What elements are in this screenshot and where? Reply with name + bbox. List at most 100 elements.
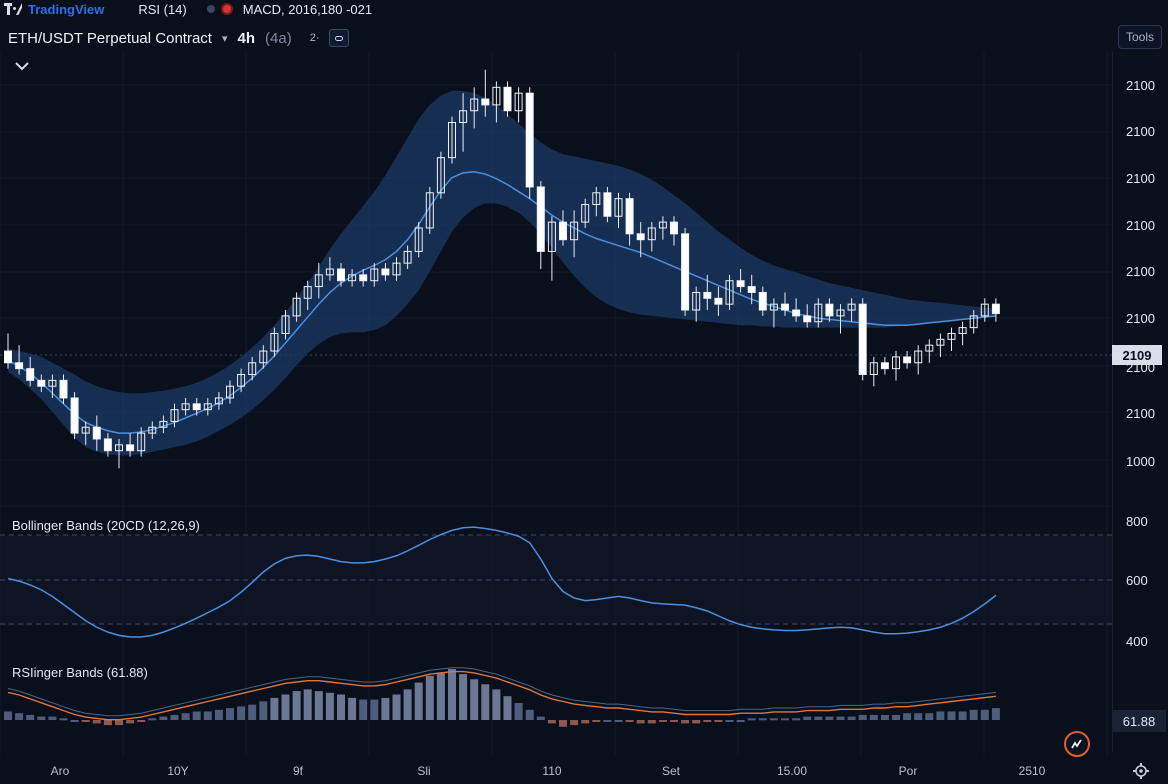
rsi-histogram-bar [26, 714, 35, 720]
candle-body [692, 291, 701, 311]
rsi-histogram-bar [969, 709, 978, 720]
rsi-histogram-bar [836, 716, 845, 720]
time-axis-label: 2510 [1018, 764, 1046, 778]
rsi-histogram-bar [792, 718, 801, 721]
candle-body [658, 221, 667, 229]
compare-button[interactable]: 2· [309, 32, 320, 44]
indicator-visibility-icon[interactable] [206, 5, 215, 13]
rsi-histogram-bar [570, 720, 579, 726]
candle-body [536, 186, 545, 252]
symbol-name[interactable]: ETH/USDT Perpetual Contract [8, 29, 212, 47]
candle-body [958, 327, 967, 334]
price-chart[interactable] [0, 0, 1112, 760]
rsi-histogram-bar [936, 711, 945, 720]
candle-body [969, 315, 978, 329]
rsi-histogram-bar [681, 720, 690, 724]
bollinger-band-fill [8, 90, 996, 456]
time-axis-label: 9f [292, 764, 304, 778]
candle-body [769, 303, 778, 311]
candle-body [359, 274, 368, 282]
rsi-histogram-bar [170, 714, 179, 720]
rsi-histogram-bar [858, 714, 867, 720]
settings-gear-icon[interactable] [1132, 762, 1150, 780]
quick-action-button[interactable] [1064, 731, 1090, 757]
rsi-histogram-bar [436, 672, 445, 720]
rsi-histogram-bar [192, 711, 201, 720]
rsi-histogram-bar [592, 720, 601, 722]
rsi-histogram-bar [559, 720, 567, 727]
candle-body [758, 291, 767, 311]
candle-body [414, 227, 423, 252]
candle-body [59, 379, 68, 399]
candle-body [825, 303, 834, 317]
rsi-histogram-bar [115, 720, 123, 726]
rsi-histogram-bar [48, 716, 57, 720]
rsi-histogram-bar [536, 716, 545, 720]
candle-body [592, 192, 601, 206]
rsi-histogram-bar [958, 711, 967, 720]
rsi-histogram-bar [525, 709, 534, 720]
candle-body [603, 192, 612, 217]
time-axis-label: Aro [50, 764, 70, 778]
candle-body [425, 192, 434, 229]
candle-body [436, 157, 445, 194]
candle-body [514, 92, 523, 112]
moving-average-line [7, 170, 996, 434]
tradingview-logo[interactable]: TradingView [0, 2, 104, 17]
time-axis-label: Por [898, 764, 918, 778]
rsi-histogram-bar [703, 720, 712, 722]
rsi-histogram-bar [70, 720, 79, 722]
candle-body [736, 280, 745, 288]
collapse-chevron-icon[interactable] [14, 60, 30, 72]
time-axis-label: Sli [417, 764, 431, 778]
rsi-histogram-bar [658, 720, 667, 722]
rsi-histogram-bar [281, 694, 290, 720]
rsi-histogram-bar [259, 701, 268, 720]
candle-body [547, 221, 556, 252]
macd-axis-label: 600 [1126, 573, 1148, 588]
tools-button[interactable]: Tools [1118, 25, 1162, 49]
rsi-histogram-bar [181, 713, 190, 720]
candle-body [70, 397, 79, 434]
candle-body [625, 198, 634, 235]
rsi-histogram-bar [903, 713, 912, 720]
candle-body [192, 403, 201, 411]
time-axis-label: 10Y [167, 764, 189, 778]
candle-body [214, 397, 223, 405]
rsi-pane-title[interactable]: RSIinger Bands (61.88) [12, 665, 148, 680]
candle-body [92, 426, 101, 440]
candle-body [903, 356, 912, 364]
indicator-record-icon[interactable] [220, 3, 233, 15]
rsi-histogram-bar [803, 716, 812, 720]
brand-name: TradingView [28, 1, 105, 17]
candle-body [725, 280, 734, 305]
symbol-dropdown-icon[interactable]: ▾ [221, 32, 228, 45]
rsi-histogram-bar [325, 692, 334, 720]
candle-body [448, 121, 456, 159]
rsi-histogram-bar [503, 696, 512, 720]
rsi-histogram-bar [636, 720, 645, 724]
candle-body [836, 309, 845, 317]
rsi-histogram-bar [459, 674, 468, 720]
candle-body [392, 262, 401, 276]
price-axis-label: 1000 [1126, 454, 1155, 469]
macd-axis-label: 400 [1126, 634, 1148, 649]
timeframe-button[interactable]: 4h [237, 29, 256, 47]
candle-body [792, 309, 801, 317]
indicator-rsi-label[interactable]: RSI (14) [138, 1, 187, 17]
price-axis-label: 2100 [1126, 311, 1155, 326]
indicator-macd-label[interactable]: MACD, 2016,180 -021 [242, 1, 373, 17]
macd-pane-title[interactable]: Bollinger Bands (20CD (12,26,9) [12, 518, 200, 533]
rsi-histogram-bar [492, 689, 501, 720]
pen-icon [1071, 739, 1082, 749]
rsi-histogram-bar [159, 716, 168, 720]
candle-body [15, 362, 24, 370]
candle-body [137, 432, 146, 452]
candle-body [226, 385, 234, 399]
rsi-histogram-bar [248, 704, 257, 720]
indicators-toggle-icon[interactable] [329, 29, 350, 47]
rsi-histogram-bar [303, 689, 312, 720]
time-axis-label: 110 [542, 764, 562, 778]
macd-pane-band [0, 535, 1112, 625]
candle-body [370, 268, 379, 282]
